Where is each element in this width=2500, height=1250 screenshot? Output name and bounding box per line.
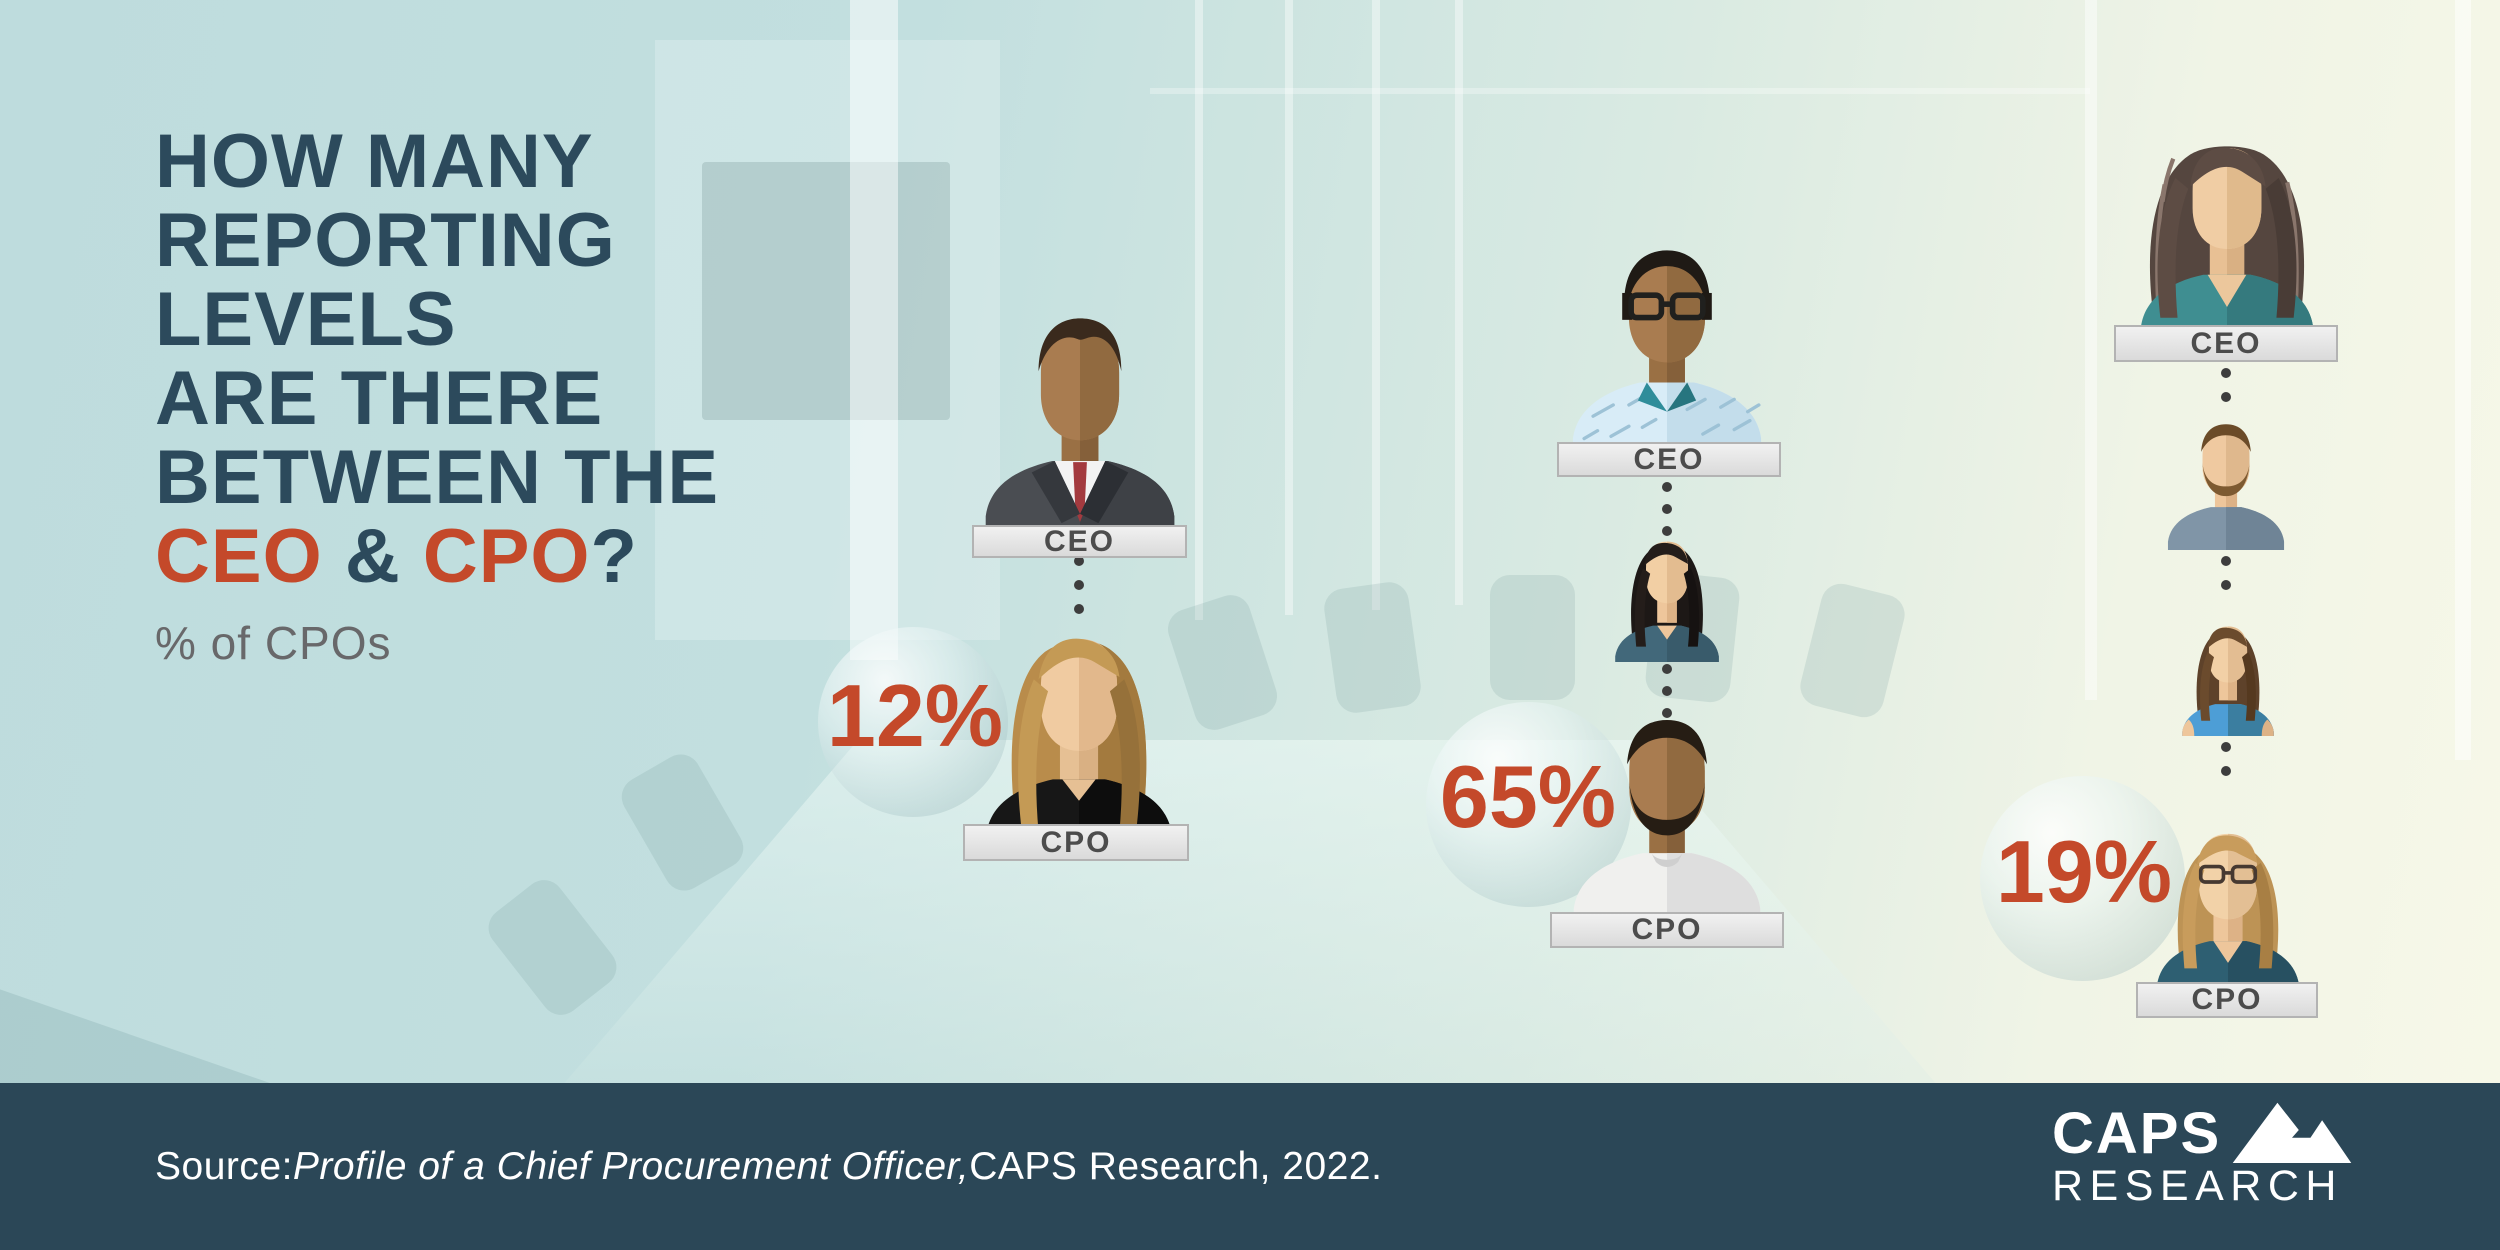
decorative-sphere (818, 627, 1008, 817)
percent-direct-report: 12% (826, 666, 1004, 765)
background-window-mullion (1285, 0, 1293, 615)
label-cpo: CPO (2136, 982, 2318, 1018)
avatar-middle-manager-woman-icon (1562, 522, 1772, 662)
percent-two-levels: 19% (1995, 822, 2173, 921)
label-ceo-text: CEO (2190, 326, 2262, 360)
background-office-chair (1490, 575, 1575, 700)
logo-caps-text: CAPS (2052, 1101, 2222, 1166)
headline-line-accent: CEO & CPO? (155, 517, 795, 596)
label-ceo: CEO (1557, 442, 1781, 477)
background-window-frame (1150, 88, 2090, 94)
label-cpo-text: CPO (1040, 825, 1112, 859)
background-office-chair (480, 872, 625, 1023)
label-ceo-text: CEO (1633, 442, 1705, 476)
dotted-connector (1073, 556, 1085, 614)
subtitle-percent-of-cpos: % of CPOs (155, 617, 392, 669)
background-tv-screen (702, 162, 950, 420)
avatar-ceo-man-glasses-icon (1535, 228, 1799, 452)
headline-question-mark: ? (590, 514, 638, 599)
label-cpo-text: CPO (1631, 913, 1703, 946)
source-report-title: Profile of a Chief Procurement Officer, (292, 1144, 970, 1188)
source-attribution: Source: Profile of a Chief Procurement O… (155, 1083, 1382, 1250)
dotted-connector (1661, 482, 1673, 536)
avatar-ceo-man-suit-icon (950, 300, 1210, 530)
logo-research-text: RESEARCH (2052, 1162, 2343, 1210)
source-prefix: Source: (155, 1144, 293, 1188)
headline-line: HOW MANY (155, 119, 594, 204)
source-suffix: CAPS Research, 2022. (969, 1144, 1383, 1188)
avatar-middle-manager-man-beard-icon (2150, 398, 2302, 550)
avatar-ceo-woman-icon (2082, 120, 2372, 335)
caps-research-logo: CAPS RESEARCH (2052, 1095, 2353, 1208)
label-ceo-text: CEO (1043, 524, 1115, 558)
headline-cpo: CPO (422, 514, 591, 599)
dotted-connector (2220, 556, 2232, 590)
decorative-sphere (1980, 776, 2185, 981)
avatar-cpo-woman-glasses-icon (2128, 770, 2328, 992)
headline: HOW MANY REPORTING LEVELS ARE THERE BETW… (155, 122, 795, 670)
background-window-mullion (1455, 0, 1463, 605)
label-ceo: CEO (972, 525, 1187, 558)
avatar-cpo-man-beard-icon (1532, 700, 1802, 922)
headline-line: ARE THERE (155, 356, 604, 441)
background-window-mullion (850, 0, 898, 660)
headline-line: REPORTING (155, 198, 616, 283)
dotted-connector (1661, 664, 1673, 718)
headline-ceo: CEO (155, 514, 323, 599)
background-office-chair (1796, 579, 1909, 722)
headline-ampersand: & (322, 514, 423, 599)
dotted-connector (2220, 742, 2232, 776)
avatar-middle-manager-woman-blue-icon (2158, 586, 2298, 736)
background-window-mullion (2455, 0, 2471, 760)
mountain-icon (2232, 1102, 2352, 1163)
headline-line: LEVELS (155, 277, 457, 362)
background-window-mullion (1195, 0, 1203, 620)
headline-line: BETWEEN THE (155, 435, 720, 520)
label-cpo: CPO (1550, 912, 1784, 948)
background-office-chair (614, 747, 751, 898)
footer-bar: Source: Profile of a Chief Procurement O… (0, 1083, 2500, 1250)
background-wall-panel (655, 40, 1000, 640)
background-window-mullion (1372, 0, 1380, 610)
percent-one-level: 65% (1439, 747, 1617, 846)
label-cpo: CPO (963, 824, 1189, 861)
avatar-cpo-woman-icon (945, 608, 1213, 846)
dotted-connector (2220, 368, 2232, 402)
background-office-chair (1321, 579, 1424, 716)
label-cpo-text: CPO (2191, 983, 2263, 1016)
label-ceo: CEO (2114, 325, 2338, 362)
background-window-mullion (2085, 0, 2097, 700)
